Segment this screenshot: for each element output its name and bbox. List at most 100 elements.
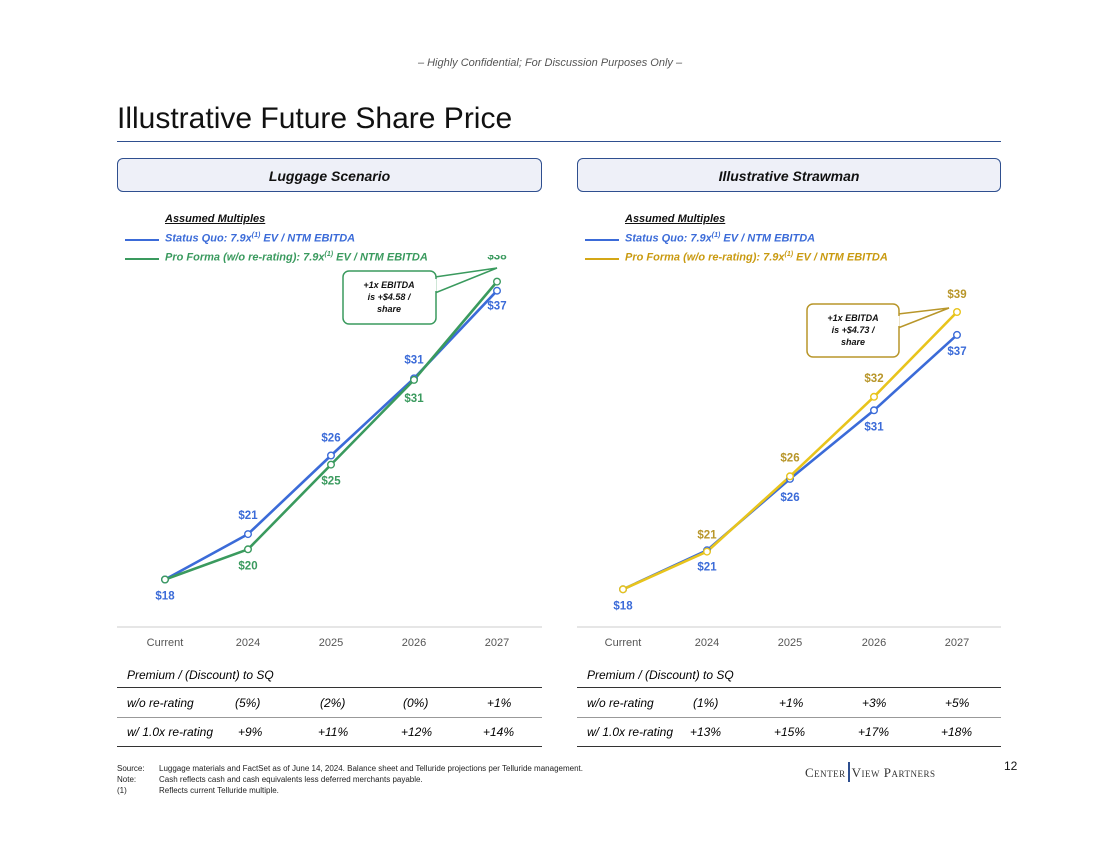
- data-label: $26: [780, 452, 799, 464]
- data-point: [870, 406, 879, 415]
- premium-rule-bottom-left: [117, 746, 542, 747]
- row-label: w/o re-rating: [587, 696, 654, 710]
- data-point: [161, 575, 170, 584]
- legend-label-status-quo: Status Quo: 7.9x(1) EV / NTM EBITDA: [165, 232, 356, 245]
- page-title: Illustrative Future Share Price: [117, 102, 513, 135]
- cell-2027: +14%: [483, 725, 515, 739]
- data-point: [785, 472, 794, 481]
- cell-2024: (1%): [693, 696, 719, 710]
- premium-rule-bottom-right: [577, 746, 1001, 747]
- x-tick-label: 2026: [862, 637, 886, 649]
- data-label: $25: [321, 476, 341, 488]
- premium-rule-mid-right: [577, 717, 1001, 718]
- row-label: w/o re-rating: [127, 696, 194, 710]
- data-label: $18: [155, 591, 175, 603]
- legend-label-pro-forma: Pro Forma (w/o re-rating): 7.9x(1) EV / …: [165, 251, 428, 264]
- data-point: [619, 585, 628, 594]
- cell-2024: +13%: [690, 725, 722, 739]
- footnote-note: Note: Cash reflects cash and cash equival…: [117, 775, 423, 784]
- legend-swatch-pro-forma: [125, 258, 159, 260]
- callout-line-3: share: [841, 337, 865, 347]
- callout-left: +1x EBITDA is +$4.58 / share: [342, 267, 498, 325]
- data-point: [410, 375, 419, 384]
- data-label: $21: [697, 530, 717, 542]
- title-underline: [117, 141, 1001, 142]
- data-point: [243, 530, 252, 539]
- premium-rule-mid-left: [117, 717, 542, 718]
- x-tick-label: 2024: [695, 637, 719, 649]
- data-point: [243, 545, 252, 554]
- row-label: w/ 1.0x re-rating: [127, 725, 214, 739]
- x-tick-label: Current: [605, 637, 642, 649]
- legend-label-status-quo: Status Quo: 7.9x(1) EV / NTM EBITDA: [625, 232, 816, 245]
- x-tick-label: 2027: [485, 637, 509, 649]
- callout-line-1: +1x EBITDA: [363, 280, 414, 290]
- cell-2024: (5%): [235, 696, 261, 710]
- premium-row-right-1: w/o re-rating (1%) +1% +3% +5%: [577, 689, 1001, 717]
- legend-swatch-status-quo: [585, 239, 619, 241]
- callout-line-1: +1x EBITDA: [827, 313, 878, 323]
- cell-2026: +3%: [862, 696, 887, 710]
- data-point: [493, 277, 502, 286]
- x-tick-label: 2026: [402, 637, 426, 649]
- confidentiality-banner: – Highly Confidential; For Discussion Pu…: [417, 57, 683, 69]
- cell-2026: +12%: [401, 725, 433, 739]
- data-point: [953, 330, 962, 339]
- assumed-multiples-title: Assumed Multiples: [165, 213, 266, 225]
- data-point: [326, 451, 335, 460]
- legend-label-pro-forma: Pro Forma (w/o re-rating): 7.9x(1) EV / …: [625, 251, 888, 264]
- chart-illustrative-strawman: Current 2024 2025 2026 2027 $18 $21 $26 $31 $37 $…: [577, 289, 1001, 649]
- x-tick-label: 2025: [319, 637, 343, 649]
- cell-2025: +15%: [774, 725, 806, 739]
- data-label: $20: [238, 560, 257, 572]
- data-point: [870, 392, 879, 401]
- legend-right: Assumed Multiples Status Quo: 7.9x(1) EV…: [585, 213, 1005, 273]
- assumed-multiples-title: Assumed Multiples: [625, 213, 726, 225]
- cell-2025: (2%): [320, 696, 346, 710]
- legend-swatch-status-quo: [125, 239, 159, 241]
- series-line-pro-forma: [622, 311, 958, 591]
- data-label: $26: [321, 433, 340, 445]
- premium-row-left-1: w/o re-rating (5%) (2%) (0%) +1%: [117, 689, 542, 717]
- footnote-source: Source: Luggage materials and FactSet as …: [117, 764, 583, 773]
- chart-luggage-scenario: Current 2024 2025 2026 2027 $18 $21 $26 $31 $37 $…: [117, 255, 542, 649]
- x-tick-label: Current: [147, 637, 184, 649]
- data-point: [702, 547, 711, 556]
- premium-rule-top-left: [117, 687, 542, 688]
- cell-2027: +18%: [941, 725, 973, 739]
- callout-line-2: is +$4.58 /: [368, 292, 412, 302]
- data-label: $37: [487, 301, 506, 313]
- data-point: [326, 460, 335, 469]
- data-label: $32: [864, 373, 883, 385]
- panel-heading-luggage-scenario: Luggage Scenario: [117, 158, 542, 192]
- data-label: $31: [404, 393, 424, 405]
- callout-line-2: is +$4.73 /: [832, 325, 876, 335]
- data-label: $31: [864, 421, 884, 433]
- data-point: [493, 286, 502, 295]
- data-label: $31: [404, 354, 424, 366]
- x-tick-label: 2025: [778, 637, 802, 649]
- data-label: $21: [697, 561, 717, 573]
- data-label: $39: [947, 289, 966, 301]
- footnote-1: (1) Reflects current Telluride multiple.: [117, 786, 279, 795]
- cell-2027: +1%: [487, 696, 512, 710]
- data-point: [953, 308, 962, 317]
- callout-line-3: share: [377, 304, 401, 314]
- series-line-pro-forma: [164, 280, 498, 581]
- panel-heading-illustrative-strawman: Illustrative Strawman: [577, 158, 1001, 192]
- x-tick-label: 2027: [945, 637, 969, 649]
- data-label: $21: [238, 510, 258, 522]
- cell-2024: +9%: [238, 725, 263, 739]
- legend-swatch-pro-forma: [585, 258, 619, 260]
- premium-row-left-2: w/ 1.0x re-rating +9% +11% +12% +14%: [117, 718, 542, 746]
- data-label: $26: [780, 492, 799, 504]
- callout-right: +1x EBITDA is +$4.73 / share: [806, 303, 950, 358]
- x-tick-label: 2024: [236, 637, 260, 649]
- cell-2026: (0%): [403, 696, 429, 710]
- premium-title-left: Premium / (Discount) to SQ: [127, 668, 274, 682]
- premium-row-right-2: w/ 1.0x re-rating +13% +15% +17% +18%: [577, 718, 1001, 746]
- legend-left: Assumed Multiples Status Quo: 7.9x(1) EV…: [125, 213, 545, 273]
- data-label: $37: [947, 346, 966, 358]
- cell-2027: +5%: [945, 696, 970, 710]
- cell-2026: +17%: [858, 725, 890, 739]
